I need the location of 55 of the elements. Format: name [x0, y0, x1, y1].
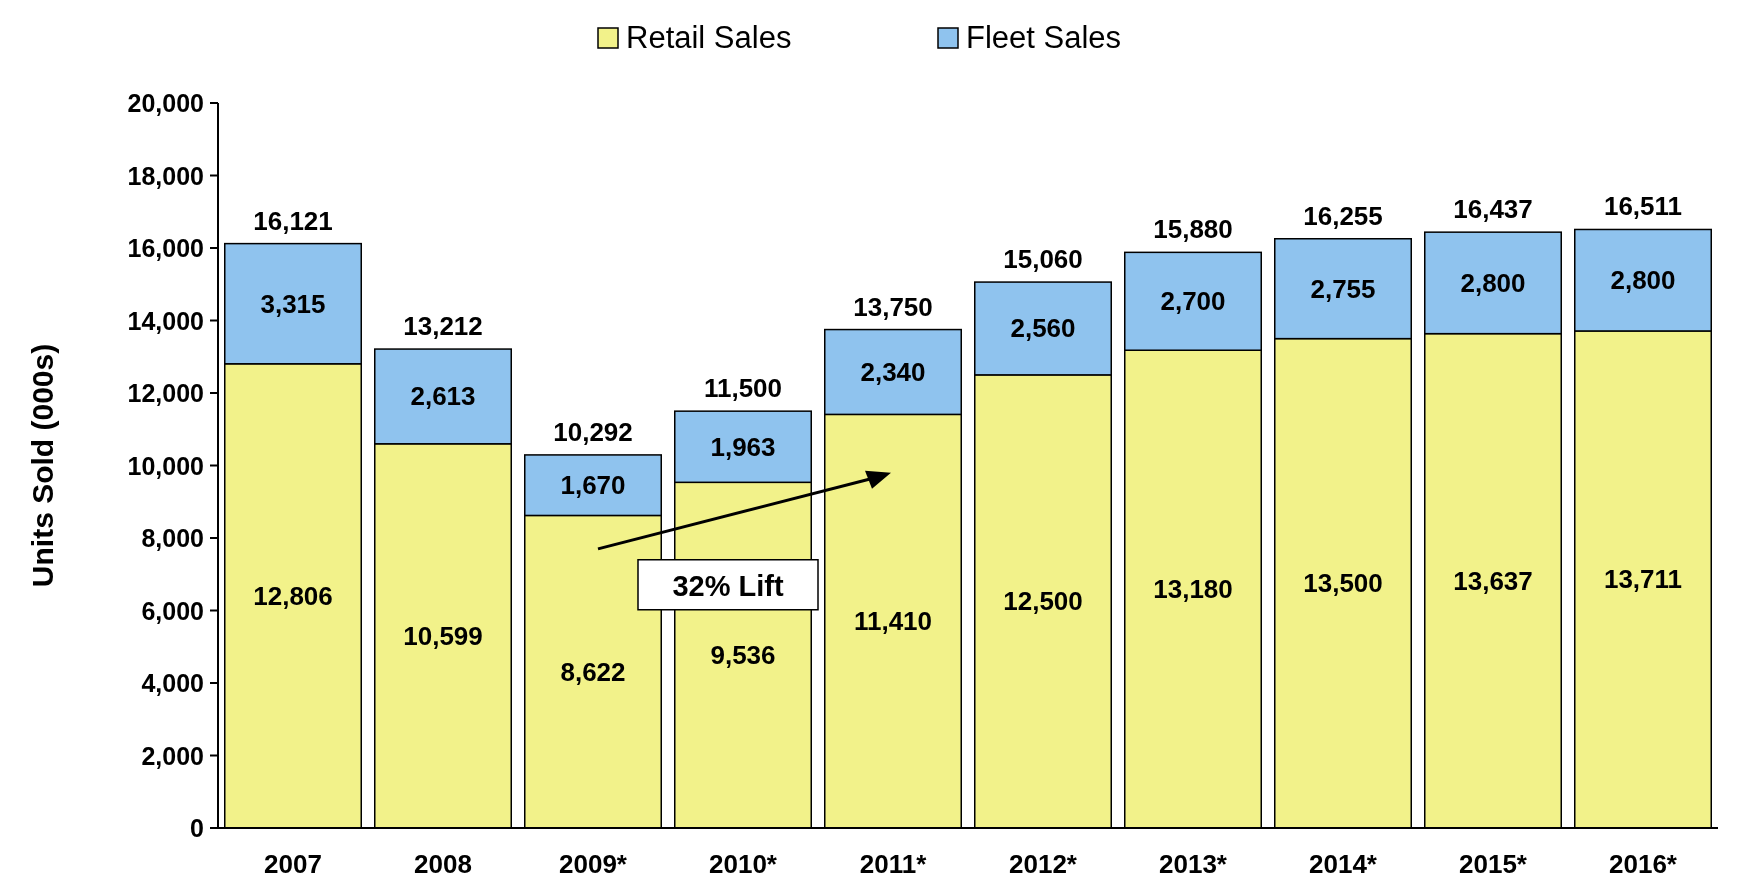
x-tick-label: 2009* [559, 849, 628, 879]
x-tick-label: 2013* [1159, 849, 1228, 879]
total-label: 13,212 [403, 311, 483, 342]
y-tick-label: 2,000 [141, 741, 204, 770]
data-label: 1,670 [560, 470, 626, 501]
x-tick-label: 2008 [414, 849, 472, 879]
data-label: 13,637 [1453, 565, 1533, 596]
total-label: 16,511 [1603, 191, 1683, 222]
total-label: 10,292 [553, 416, 633, 447]
data-label: 12,500 [1003, 586, 1083, 617]
total-label: 16,255 [1303, 200, 1383, 231]
x-tick-label: 2016* [1609, 849, 1678, 879]
y-tick-label: 10,000 [127, 451, 204, 480]
total-label: 13,750 [853, 291, 933, 322]
data-label: 2,560 [1010, 313, 1076, 344]
x-tick-label: 2014* [1309, 849, 1378, 879]
data-label: 9,536 [710, 640, 776, 671]
data-label: 3,315 [260, 288, 326, 319]
y-tick-label: 14,000 [127, 306, 204, 335]
data-label: 2,700 [1160, 286, 1226, 317]
annotation: 32% Lift [672, 569, 784, 602]
data-label: 2,613 [410, 381, 476, 412]
x-tick-label: 2015* [1459, 849, 1528, 879]
total-label: 11,500 [703, 373, 783, 404]
total-label: 15,880 [1153, 214, 1233, 245]
y-tick-label: 12,000 [127, 379, 204, 407]
legend-label: Fleet Sales [966, 20, 1122, 55]
data-label: 8,622 [560, 656, 626, 687]
data-label: 2,755 [1310, 273, 1376, 304]
data-label: 2,340 [860, 356, 926, 387]
y-tick-label: 4,000 [141, 669, 204, 697]
total-label: 15,060 [1003, 244, 1083, 275]
data-label: 2,800 [1460, 267, 1526, 298]
x-tick-label: 2007 [264, 849, 322, 879]
data-label: 13,711 [1603, 564, 1683, 595]
legend-label: Retail Sales [626, 20, 792, 55]
x-tick-label: 2011* [859, 849, 928, 879]
data-label: 10,599 [403, 620, 483, 651]
x-tick-label: 2010* [709, 849, 778, 879]
y-tick-label: 0 [190, 814, 204, 842]
data-label: 13,180 [1153, 574, 1233, 605]
total-label: 16,437 [1453, 194, 1533, 225]
data-label: 1,963 [710, 431, 776, 462]
data-label: 11,410 [853, 606, 933, 637]
y-axis-title: Units Sold (000s) [26, 343, 59, 588]
y-tick-label: 18,000 [127, 161, 204, 190]
y-tick-label: 20,000 [127, 89, 204, 117]
x-tick-label: 2012* [1009, 849, 1078, 879]
total-label: 16,121 [253, 205, 333, 236]
data-label: 2,800 [1610, 265, 1676, 296]
y-tick-label: 6,000 [141, 596, 204, 625]
y-tick-label: 16,000 [127, 234, 204, 262]
y-tick-label: 8,000 [141, 524, 204, 552]
data-label: 12,806 [253, 580, 333, 611]
data-label: 13,500 [1303, 568, 1383, 599]
